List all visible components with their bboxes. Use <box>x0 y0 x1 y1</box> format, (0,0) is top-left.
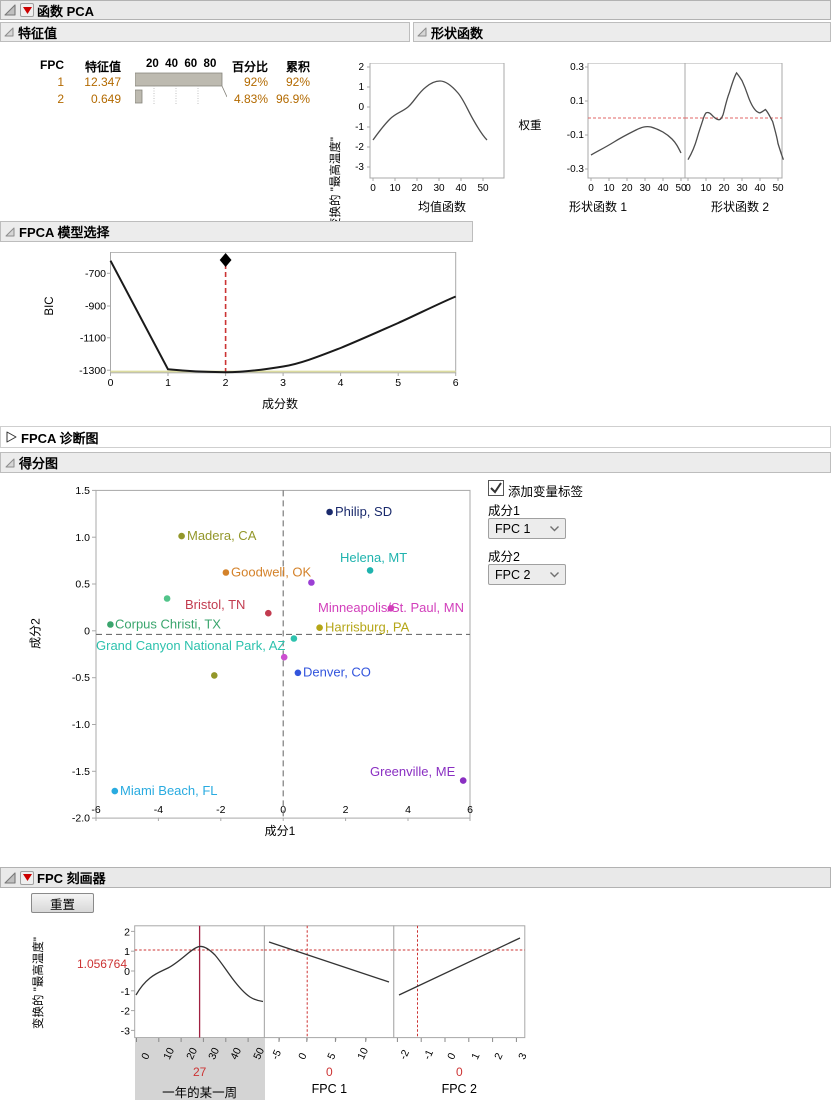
svg-text:Greenville, ME: Greenville, ME <box>370 764 456 779</box>
svg-text:50: 50 <box>772 183 784 194</box>
svg-text:50: 50 <box>477 183 489 194</box>
svg-text:-2: -2 <box>216 804 225 816</box>
svg-text:4: 4 <box>405 804 411 816</box>
svg-text:5: 5 <box>395 377 401 389</box>
svg-text:0: 0 <box>358 102 364 113</box>
svg-text:2: 2 <box>343 804 349 816</box>
svg-text:-1100: -1100 <box>80 333 106 345</box>
svg-text:2: 2 <box>124 926 130 938</box>
svg-text:1: 1 <box>165 377 171 389</box>
svg-text:4: 4 <box>338 377 344 389</box>
svg-text:-900: -900 <box>85 301 106 313</box>
svg-text:-2: -2 <box>121 1006 130 1018</box>
svg-text:40: 40 <box>657 183 669 194</box>
svg-text:-3: -3 <box>355 162 364 173</box>
svg-text:Harrisburg, PA: Harrisburg, PA <box>325 620 410 635</box>
svg-text:40: 40 <box>754 183 766 194</box>
svg-text:2: 2 <box>223 377 229 389</box>
svg-text:10: 10 <box>603 183 615 194</box>
svg-text:-0.5: -0.5 <box>72 672 90 684</box>
svg-text:Denver, CO: Denver, CO <box>303 665 371 680</box>
svg-text:10: 10 <box>389 183 401 194</box>
svg-text:0: 0 <box>124 966 130 978</box>
svg-text:0: 0 <box>370 183 376 194</box>
svg-text:0: 0 <box>588 183 594 194</box>
svg-text:6: 6 <box>453 377 459 389</box>
svg-text:2: 2 <box>358 63 364 73</box>
svg-text:1: 1 <box>358 82 364 93</box>
svg-text:Minneapolis/St. Paul, MN: Minneapolis/St. Paul, MN <box>318 600 464 615</box>
svg-text:-0.3: -0.3 <box>567 164 585 175</box>
svg-text:Grand Canyon National Park, AZ: Grand Canyon National Park, AZ <box>96 638 285 653</box>
svg-text:6: 6 <box>467 804 473 816</box>
svg-text:-0.1: -0.1 <box>567 130 585 141</box>
svg-text:3: 3 <box>280 377 286 389</box>
svg-text:-1: -1 <box>355 122 364 133</box>
svg-text:0: 0 <box>108 377 114 389</box>
svg-text:-6: -6 <box>91 804 100 816</box>
svg-text:1.0: 1.0 <box>75 532 90 544</box>
svg-text:Madera, CA: Madera, CA <box>187 528 257 543</box>
svg-text:-700: -700 <box>85 268 106 280</box>
svg-text:Bristol, TN: Bristol, TN <box>185 597 245 612</box>
svg-text:0.1: 0.1 <box>570 96 584 107</box>
svg-text:-1.0: -1.0 <box>72 719 90 731</box>
svg-text:0.5: 0.5 <box>75 579 90 591</box>
svg-text:20: 20 <box>411 183 423 194</box>
svg-text:-3: -3 <box>121 1025 130 1037</box>
svg-text:Helena, MT: Helena, MT <box>340 550 407 565</box>
svg-text:0.3: 0.3 <box>570 63 584 73</box>
svg-text:Miami Beach, FL: Miami Beach, FL <box>120 783 218 798</box>
svg-text:-4: -4 <box>154 804 163 816</box>
svg-text:-2.0: -2.0 <box>72 813 90 823</box>
svg-text:Philip, SD: Philip, SD <box>335 504 392 519</box>
svg-text:30: 30 <box>736 183 748 194</box>
svg-text:-1: -1 <box>121 986 130 998</box>
svg-text:1.5: 1.5 <box>75 485 90 497</box>
svg-text:20: 20 <box>718 183 730 194</box>
svg-text:0: 0 <box>84 625 90 637</box>
svg-text:-2: -2 <box>355 142 364 153</box>
svg-text:1: 1 <box>124 946 130 958</box>
svg-text:30: 30 <box>639 183 651 194</box>
svg-text:Corpus Christi, TX: Corpus Christi, TX <box>115 617 221 632</box>
svg-text:0: 0 <box>685 183 691 194</box>
svg-text:-1.5: -1.5 <box>72 766 90 778</box>
svg-text:Goodwell, OK: Goodwell, OK <box>231 565 312 580</box>
svg-text:30: 30 <box>433 183 445 194</box>
svg-text:-1300: -1300 <box>79 365 106 377</box>
svg-text:20: 20 <box>621 183 633 194</box>
svg-text:40: 40 <box>455 183 467 194</box>
svg-text:10: 10 <box>700 183 712 194</box>
